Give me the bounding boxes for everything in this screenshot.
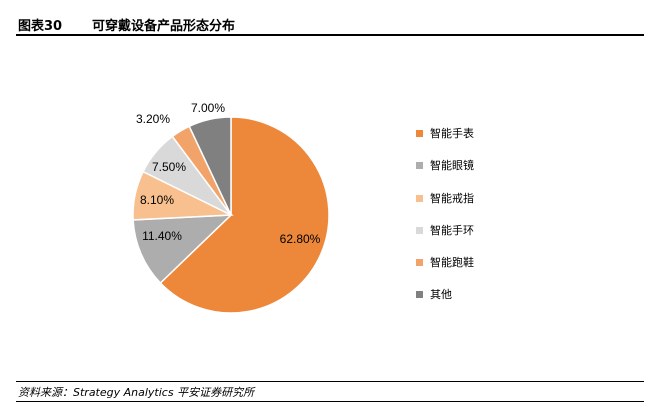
pie-slice-1 [159,116,330,314]
footer-divider [16,381,644,382]
figure-title: 可穿戴设备产品形态分布 [92,19,236,34]
pie-slice-2 [132,214,233,285]
legend-swatch [416,259,423,267]
legend-label: 其他 [430,288,452,302]
legend-swatch [416,291,423,299]
slice-label-4: 7.50% [152,160,186,174]
slice-label-2: 11.40% [142,229,182,243]
bottom-divider [16,401,644,402]
legend-swatch [416,226,423,234]
figure-number: 图表30 [18,19,63,34]
pie-slice-6 [188,116,232,216]
legend-swatch [416,194,423,202]
legend-label: 智能跑鞋 [430,256,474,270]
slice-label-1: 62.80% [280,232,321,246]
legend-swatch [416,130,423,137]
legend-label: 智能眼镜 [430,159,474,173]
pie-chart: 62.80% 11.40% 8.10% 7.50% 3.20% 7.00% [132,101,330,314]
slice-label-6: 7.00% [191,101,225,115]
slice-label-5: 3.20% [136,112,170,126]
legend-label: 智能手表 [430,127,474,140]
slice-label-3: 8.10% [140,193,174,207]
source-note: 资料来源：Strategy Analytics 平安证券研究所 [18,386,255,399]
legend-label: 智能手环 [430,223,474,237]
legend-swatch [416,162,423,170]
legend-label: 智能戒指 [430,191,474,205]
figure-title-bar: 图表30 可穿戴设备产品形态分布 [16,12,644,36]
